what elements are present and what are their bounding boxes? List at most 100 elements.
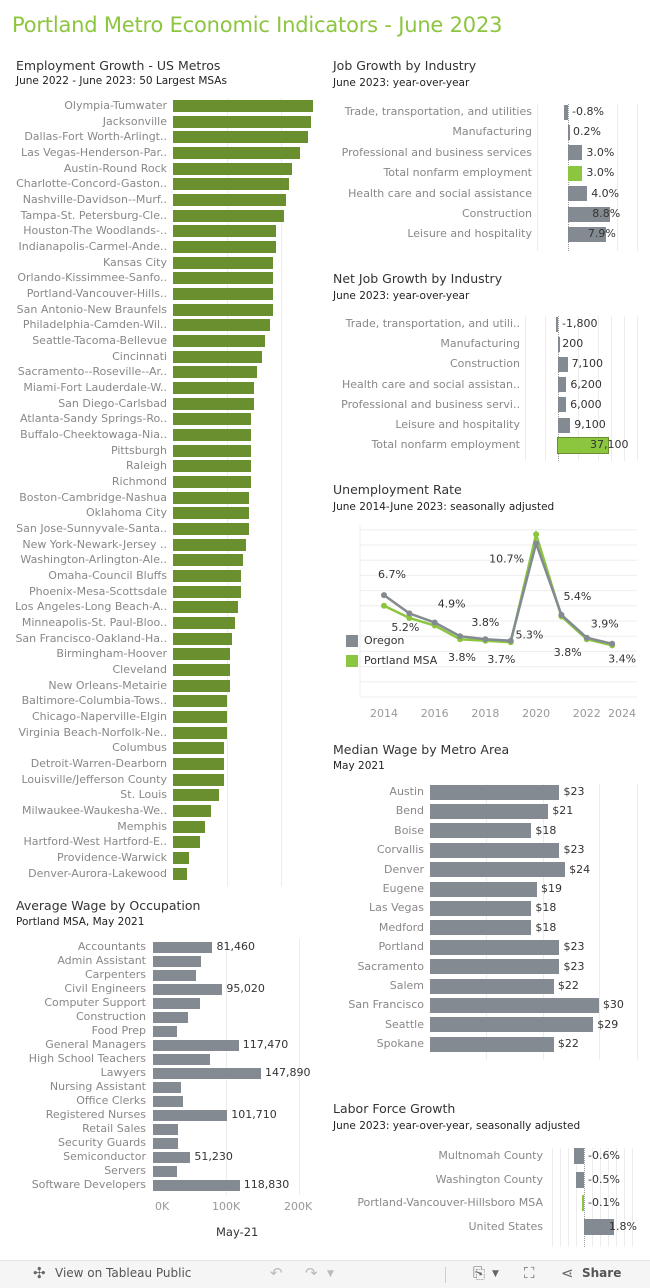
- bar-denver-aurora-lakewood[interactable]: [173, 867, 187, 880]
- bar-semiconductor[interactable]: [153, 1151, 191, 1163]
- bar-health-care-and-social-assistan-[interactable]: [558, 377, 567, 393]
- bar-health-care-and-social-assistance[interactable]: [568, 186, 588, 202]
- bar-oklahoma-city[interactable]: [173, 507, 249, 520]
- share-button[interactable]: Share: [582, 1266, 622, 1280]
- bar-registered-nurses[interactable]: [153, 1109, 228, 1121]
- bar-pittsburgh[interactable]: [173, 444, 252, 457]
- bar-office-clerks[interactable]: [153, 1095, 183, 1107]
- bar-lawyers[interactable]: [153, 1067, 261, 1079]
- data-point[interactable]: [406, 610, 413, 617]
- bar-portland[interactable]: [430, 939, 560, 955]
- bar-omaha-council-bluffs[interactable]: [173, 570, 241, 583]
- bar-san-francisco[interactable]: [430, 997, 599, 1013]
- bar-high-school-teachers[interactable]: [153, 1053, 210, 1065]
- bar-st-louis[interactable]: [173, 789, 219, 802]
- bar-computer-support[interactable]: [153, 997, 200, 1009]
- bar-total-nonfarm-employment[interactable]: [568, 165, 583, 181]
- bar-accountants[interactable]: [153, 941, 213, 953]
- bar-jacksonville[interactable]: [173, 115, 311, 128]
- bar-orlando-kissimmee-sanfo-[interactable]: [173, 272, 273, 285]
- data-point[interactable]: [381, 592, 387, 599]
- bar-buffalo-cheektowaga-nia-[interactable]: [173, 429, 252, 442]
- bar-indianapolis-carmel-ande-[interactable]: [173, 241, 276, 254]
- bar-new-york-newark-jersey-[interactable]: [173, 538, 246, 551]
- download-icon[interactable]: ⎘: [473, 1264, 486, 1282]
- data-point[interactable]: [558, 611, 565, 618]
- bar-admin-assistant[interactable]: [153, 955, 201, 967]
- fullscreen-icon[interactable]: ⛶: [524, 1264, 535, 1282]
- bar-providence-warwick[interactable]: [173, 852, 190, 865]
- data-point[interactable]: [507, 637, 514, 644]
- bar-bend[interactable]: [430, 803, 549, 819]
- undo-icon[interactable]: ↶: [270, 1264, 283, 1282]
- bar-phoenix-mesa-scottsdale[interactable]: [173, 585, 241, 598]
- bar-servers[interactable]: [153, 1165, 178, 1177]
- bar-las-vegas-henderson-par-[interactable]: [173, 147, 300, 159]
- view-on-tableau-public-link[interactable]: View on Tableau Public: [55, 1266, 192, 1280]
- data-point[interactable]: [583, 634, 590, 641]
- bar-software-developers[interactable]: [153, 1179, 240, 1191]
- bar-boston-cambridge-nashua[interactable]: [173, 491, 249, 504]
- bar-manufacturing[interactable]: [568, 124, 570, 140]
- data-point[interactable]: [381, 602, 387, 609]
- bar-louisville-jefferson-county[interactable]: [173, 773, 225, 786]
- bar-general-managers[interactable]: [153, 1039, 239, 1051]
- bar-seattle[interactable]: [430, 1017, 594, 1033]
- bar-san-francisco-oakland-ha-[interactable]: [173, 632, 233, 645]
- bar-hartford-west-hartford-e-[interactable]: [173, 836, 200, 849]
- bar-medford[interactable]: [430, 920, 532, 936]
- bar-portland-vancouver-hillsboro-msa[interactable]: [582, 1195, 584, 1212]
- bar-memphis[interactable]: [173, 820, 206, 833]
- bar-austin[interactable]: [430, 784, 560, 800]
- bar-washington-arlington-ale-[interactable]: [173, 554, 244, 567]
- bar-sacramento[interactable]: [430, 959, 560, 975]
- bar-salem[interactable]: [430, 978, 554, 994]
- bar-construction[interactable]: [558, 356, 568, 372]
- bar-retail-sales[interactable]: [153, 1123, 178, 1135]
- bar-las-vegas[interactable]: [430, 900, 532, 916]
- bar-kansas-city[interactable]: [173, 256, 273, 269]
- bar-miami-fort-lauderdale-w-[interactable]: [173, 382, 254, 395]
- data-point[interactable]: [609, 640, 616, 647]
- bar-seattle-tacoma-bellevue[interactable]: [173, 335, 265, 348]
- bar-cleveland[interactable]: [173, 664, 230, 677]
- bar-trade-transportation-and-utilities[interactable]: [564, 104, 568, 120]
- data-point[interactable]: [457, 633, 464, 640]
- bar-trade-transportation-and-utili-[interactable]: [555, 316, 558, 332]
- bar-los-angeles-long-beach-a-[interactable]: [173, 601, 238, 614]
- data-point[interactable]: [533, 540, 540, 547]
- bar-security-guards[interactable]: [153, 1137, 178, 1149]
- bar-cincinnati[interactable]: [173, 350, 263, 363]
- bar-food-prep[interactable]: [153, 1025, 178, 1037]
- bar-tampa-st-petersburg-cle-[interactable]: [173, 209, 284, 222]
- data-point[interactable]: [482, 636, 489, 643]
- bar-carpenters[interactable]: [153, 969, 196, 981]
- bar-civil-engineers[interactable]: [153, 983, 223, 995]
- bar-sacramento-roseville-ar-[interactable]: [173, 366, 257, 379]
- bar-professional-and-business-services[interactable]: [568, 145, 583, 161]
- bar-construction[interactable]: [568, 206, 611, 222]
- bar-spokane[interactable]: [430, 1036, 554, 1052]
- bar-corvallis[interactable]: [430, 842, 560, 858]
- bar-professional-and-business-servi-[interactable]: [558, 397, 567, 413]
- bar-total-nonfarm-employment[interactable]: [557, 436, 609, 454]
- bar-minneapolis-st-paul-bloo-[interactable]: [173, 617, 236, 630]
- redo-dropdown-icon[interactable]: ▼: [327, 1269, 334, 1279]
- bar-atlanta-sandy-springs-ro-[interactable]: [173, 413, 252, 426]
- redo-icon[interactable]: ↷: [305, 1264, 318, 1282]
- bar-virginia-beach-norfolk-ne-[interactable]: [173, 726, 227, 739]
- bar-new-orleans-metairie[interactable]: [173, 679, 230, 692]
- bar-manufacturing[interactable]: [558, 336, 560, 352]
- bar-richmond[interactable]: [173, 476, 252, 489]
- bar-portland-vancouver-hills-[interactable]: [173, 288, 273, 301]
- bar-olympia-tumwater[interactable]: [173, 100, 314, 112]
- bar-houston-the-woodlands-[interactable]: [173, 225, 276, 238]
- bar-charlotte-concord-gaston-[interactable]: [173, 178, 290, 191]
- bar-washington-county[interactable]: [575, 1171, 584, 1188]
- bar-san-antonio-new-braunfels[interactable]: [173, 303, 273, 316]
- bar-leisure-and-hospitality[interactable]: [558, 417, 571, 433]
- bar-detroit-warren-dearborn[interactable]: [173, 758, 225, 771]
- share-icon[interactable]: ⋖: [561, 1264, 574, 1282]
- bar-chicago-naperville-elgin[interactable]: [173, 711, 227, 724]
- bar-united-states[interactable]: [584, 1219, 615, 1236]
